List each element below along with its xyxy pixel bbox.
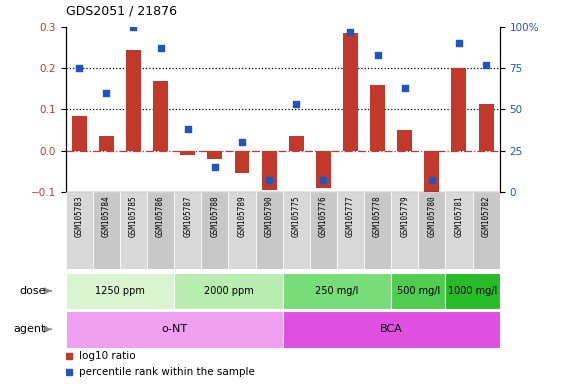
Bar (283, 273, 391, 309)
Text: 2000 ppm: 2000 ppm (203, 286, 254, 296)
Text: agent: agent (13, 324, 46, 334)
Point (75, 65, 84, 71)
Text: GSM105784: GSM105784 (102, 196, 111, 237)
Bar (66, 273, 174, 309)
Bar (99, 136, 114, 151)
Bar (289, 136, 304, 151)
Bar (316, 151, 331, 188)
Text: GSM105782: GSM105782 (481, 196, 490, 237)
Text: GSM105775: GSM105775 (292, 196, 301, 237)
Bar (364, 192, 391, 269)
Bar (473, 192, 500, 269)
Bar (478, 104, 493, 151)
Bar (283, 311, 500, 348)
Text: GSM105783: GSM105783 (75, 196, 84, 237)
Bar (445, 192, 473, 269)
Bar (235, 151, 250, 174)
Point (183, 126, 192, 132)
Text: GSM105788: GSM105788 (210, 196, 219, 237)
Bar (93, 192, 120, 269)
Bar (174, 273, 283, 309)
Bar (153, 81, 168, 151)
Bar (66, 311, 283, 348)
Text: GSM105787: GSM105787 (183, 196, 192, 237)
Point (238, 139, 247, 146)
Bar (207, 151, 222, 159)
Text: GSM105778: GSM105778 (373, 196, 382, 237)
Point (400, 85, 409, 91)
Bar (228, 192, 255, 269)
Point (319, 177, 328, 184)
Point (292, 101, 301, 108)
Text: GSM105776: GSM105776 (319, 196, 328, 237)
Bar (283, 192, 309, 269)
Point (455, 40, 464, 46)
Bar (255, 192, 283, 269)
Bar (424, 151, 439, 198)
Bar (120, 192, 147, 269)
Point (264, 177, 274, 184)
Bar (309, 192, 337, 269)
Text: o-NT: o-NT (161, 324, 187, 334)
Bar (337, 192, 364, 269)
Text: GSM105779: GSM105779 (400, 196, 409, 237)
Bar (452, 68, 467, 151)
Bar (262, 151, 276, 190)
Text: 500 mg/l: 500 mg/l (397, 286, 440, 296)
Bar (174, 192, 202, 269)
Point (210, 164, 219, 170)
Bar (445, 273, 500, 309)
Bar (66, 192, 93, 269)
Bar (126, 50, 141, 151)
Text: percentile rank within the sample: percentile rank within the sample (79, 366, 255, 377)
Bar (343, 33, 358, 151)
Text: 250 mg/l: 250 mg/l (315, 286, 359, 296)
Bar (370, 85, 385, 151)
Bar (418, 192, 445, 269)
Text: log10 ratio: log10 ratio (79, 351, 136, 361)
Point (102, 90, 111, 96)
Text: GSM105790: GSM105790 (264, 196, 274, 237)
Text: GSM105789: GSM105789 (238, 196, 247, 237)
Text: BCA: BCA (380, 324, 403, 334)
Text: GSM105781: GSM105781 (455, 196, 464, 237)
Text: GSM105785: GSM105785 (129, 196, 138, 237)
Point (346, 29, 355, 35)
Bar (72, 116, 87, 151)
Bar (391, 192, 418, 269)
Text: 1250 ppm: 1250 ppm (95, 286, 145, 296)
Text: GSM105786: GSM105786 (156, 196, 165, 237)
Text: GDS2051 / 21876: GDS2051 / 21876 (66, 4, 176, 17)
Point (156, 45, 165, 51)
Point (373, 52, 382, 58)
Point (427, 177, 436, 184)
Bar (180, 151, 195, 155)
Text: GSM105780: GSM105780 (427, 196, 436, 237)
Bar (397, 130, 412, 151)
Point (129, 24, 138, 30)
Bar (202, 192, 228, 269)
Text: dose: dose (19, 286, 46, 296)
Text: 1000 mg/l: 1000 mg/l (448, 286, 497, 296)
Bar (391, 273, 445, 309)
Point (481, 62, 490, 68)
Bar (147, 192, 174, 269)
Text: GSM105777: GSM105777 (346, 196, 355, 237)
